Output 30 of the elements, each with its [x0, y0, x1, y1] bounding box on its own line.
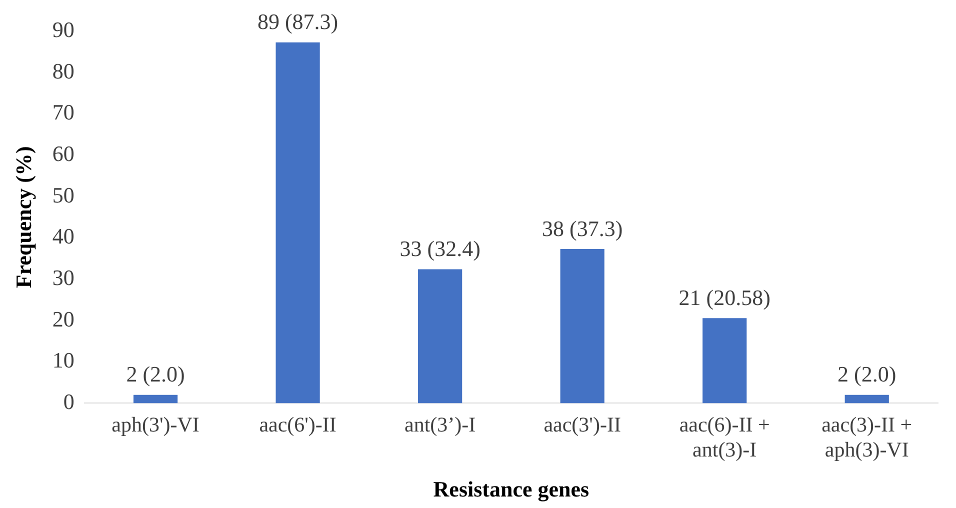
data-label: 38 (37.3): [542, 216, 623, 241]
data-label: 33 (32.4): [400, 236, 480, 262]
y-tick-label: 80: [52, 58, 74, 84]
x-tick-label: aac(3)-II + aph(3)-VI: [822, 412, 912, 462]
y-axis-title: Frequency (%): [10, 146, 36, 288]
x-axis-title: Resistance genes: [433, 476, 590, 502]
y-tick-label: 10: [52, 348, 74, 373]
x-tick-label: aph(3')-VI: [112, 412, 200, 436]
bar: [560, 249, 604, 404]
y-tick-label: 20: [52, 306, 74, 332]
x-tick-label: aac(3')-II: [544, 412, 621, 436]
y-tick-label: 90: [52, 16, 74, 42]
bar: [276, 42, 320, 404]
x-tick-label: aac(6')-II: [259, 412, 336, 436]
bar: [418, 269, 462, 404]
x-tick-label: ant(3’)-I: [404, 412, 476, 436]
y-tick-label: 50: [52, 182, 74, 208]
bar: [702, 318, 747, 404]
data-label: 2 (2.0): [838, 362, 896, 387]
y-tick-label: 40: [52, 224, 74, 249]
y-tick-label: 0: [63, 388, 74, 414]
y-tick-label: 60: [52, 140, 74, 166]
data-label: 21 (20.58): [678, 284, 770, 310]
y-tick-label: 70: [52, 100, 74, 125]
data-label: 2 (2.0): [126, 362, 185, 387]
x-tick-label: aac(6)-II + ant(3)-I: [679, 412, 770, 462]
bar: [133, 394, 178, 404]
bar: [844, 394, 889, 404]
data-label: 89 (87.3): [257, 9, 338, 34]
y-tick-label: 30: [52, 264, 74, 290]
